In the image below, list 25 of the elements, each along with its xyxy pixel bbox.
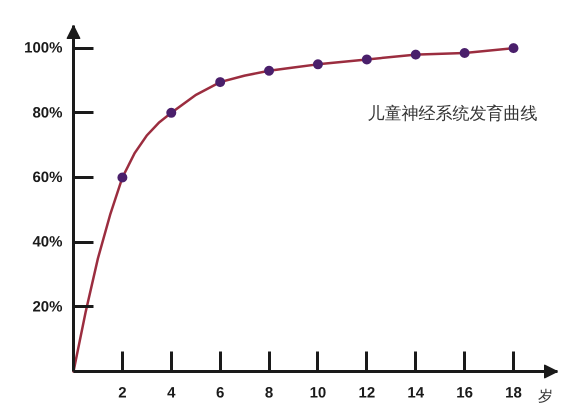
point xyxy=(410,50,421,60)
y-tick-label: 100% xyxy=(24,40,63,57)
x-axis-title: 岁 xyxy=(538,388,553,405)
point xyxy=(460,48,470,58)
x-tick-label: 18 xyxy=(505,384,522,402)
x-tick-label: 10 xyxy=(310,384,326,402)
x-tick-label: 12 xyxy=(358,384,376,402)
x-tick-label: 6 xyxy=(216,384,224,402)
point xyxy=(362,54,372,64)
x-tick-label: 16 xyxy=(456,384,473,402)
point xyxy=(264,66,274,76)
point xyxy=(508,43,518,54)
y-tick-label: 20% xyxy=(32,298,63,316)
y-tick-label: 80% xyxy=(32,104,63,122)
point xyxy=(166,108,176,118)
y-tick-label: 60% xyxy=(32,168,63,186)
text: 儿童神经系统发育曲线 xyxy=(367,104,538,123)
point xyxy=(215,77,226,88)
point xyxy=(312,59,323,70)
x-tick-label: 2 xyxy=(118,384,127,402)
y-tick-label: 40% xyxy=(32,234,63,251)
x-tick-label: 14 xyxy=(407,384,425,402)
x-tick-label: 4 xyxy=(167,384,176,402)
x-tick-label: 8 xyxy=(264,384,274,402)
point xyxy=(117,172,128,182)
